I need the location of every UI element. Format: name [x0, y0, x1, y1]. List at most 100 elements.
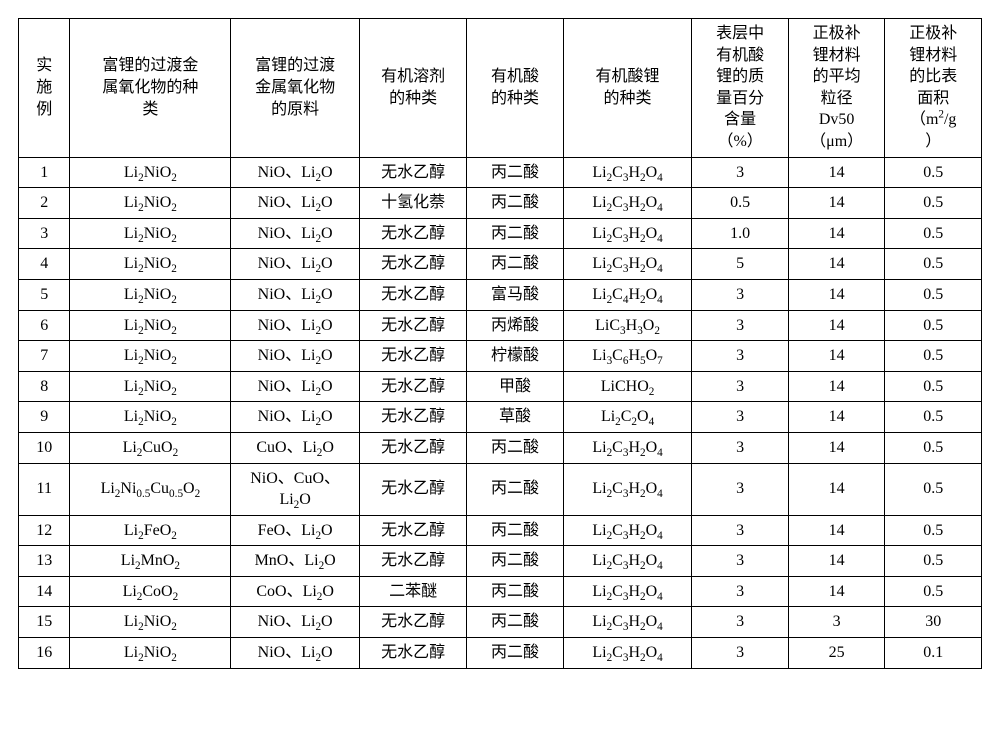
cell-oxide_raw: NiO、Li2O: [231, 638, 360, 669]
cell-example_no: 16: [19, 638, 70, 669]
cell-oxide_raw: NiO、Li2O: [231, 188, 360, 219]
cell-surface_pct: 3: [692, 432, 789, 463]
cell-dv50: 14: [788, 402, 885, 433]
cell-solvent: 无水乙醇: [359, 432, 466, 463]
table-row: 2Li2NiO2NiO、Li2O十氢化萘丙二酸Li2C3H2O40.5140.5: [19, 188, 982, 219]
cell-acid: 草酸: [467, 402, 564, 433]
col-header-ssa: 正极补锂材料的比表面积（m2/g）: [885, 19, 982, 158]
cell-li_salt: Li2C3H2O4: [563, 432, 692, 463]
cell-solvent: 无水乙醇: [359, 638, 466, 669]
cell-solvent: 无水乙醇: [359, 546, 466, 577]
cell-example_no: 11: [19, 463, 70, 515]
cell-oxide_type: Li2MnO2: [70, 546, 231, 577]
cell-solvent: 无水乙醇: [359, 218, 466, 249]
cell-ssa: 0.5: [885, 157, 982, 188]
cell-acid: 丙二酸: [467, 218, 564, 249]
cell-li_salt: Li2C3H2O4: [563, 515, 692, 546]
cell-oxide_type: Li2NiO2: [70, 607, 231, 638]
cell-acid: 丙二酸: [467, 249, 564, 280]
cell-example_no: 2: [19, 188, 70, 219]
cell-acid: 甲酸: [467, 371, 564, 402]
cell-oxide_raw: NiO、Li2O: [231, 279, 360, 310]
cell-example_no: 3: [19, 218, 70, 249]
cell-ssa: 0.5: [885, 371, 982, 402]
cell-surface_pct: 3: [692, 638, 789, 669]
cell-oxide_raw: MnO、Li2O: [231, 546, 360, 577]
cell-surface_pct: 3: [692, 515, 789, 546]
cell-oxide_type: Li2NiO2: [70, 218, 231, 249]
cell-oxide_raw: NiO、Li2O: [231, 607, 360, 638]
cell-ssa: 0.5: [885, 463, 982, 515]
cell-li_salt: Li2C3H2O4: [563, 546, 692, 577]
col-header-oxide_raw: 富锂的过渡金属氧化物的原料: [231, 19, 360, 158]
cell-oxide_type: Li2CuO2: [70, 432, 231, 463]
col-header-example_no: 实施例: [19, 19, 70, 158]
cell-ssa: 0.5: [885, 432, 982, 463]
cell-li_salt: Li2C3H2O4: [563, 157, 692, 188]
cell-solvent: 无水乙醇: [359, 371, 466, 402]
cell-surface_pct: 3: [692, 371, 789, 402]
cell-oxide_type: Li2NiO2: [70, 157, 231, 188]
cell-solvent: 二苯醚: [359, 576, 466, 607]
cell-example_no: 9: [19, 402, 70, 433]
cell-ssa: 0.5: [885, 188, 982, 219]
cell-example_no: 4: [19, 249, 70, 280]
cell-oxide_type: Li2FeO2: [70, 515, 231, 546]
cell-oxide_raw: NiO、Li2O: [231, 402, 360, 433]
cell-li_salt: Li2C2O4: [563, 402, 692, 433]
table-row: 13Li2MnO2MnO、Li2O无水乙醇丙二酸Li2C3H2O43140.5: [19, 546, 982, 577]
cell-oxide_type: Li2NiO2: [70, 249, 231, 280]
cell-dv50: 14: [788, 249, 885, 280]
cell-oxide_raw: NiO、Li2O: [231, 218, 360, 249]
table-body: 1Li2NiO2NiO、Li2O无水乙醇丙二酸Li2C3H2O43140.52L…: [19, 157, 982, 668]
cell-solvent: 十氢化萘: [359, 188, 466, 219]
table-row: 6Li2NiO2NiO、Li2O无水乙醇丙烯酸LiC3H3O23140.5: [19, 310, 982, 341]
table-row: 14Li2CoO2CoO、Li2O二苯醚丙二酸Li2C3H2O43140.5: [19, 576, 982, 607]
cell-ssa: 0.5: [885, 341, 982, 372]
cell-oxide_type: Li2CoO2: [70, 576, 231, 607]
cell-dv50: 14: [788, 341, 885, 372]
cell-oxide_raw: NiO、Li2O: [231, 157, 360, 188]
cell-example_no: 6: [19, 310, 70, 341]
cell-example_no: 8: [19, 371, 70, 402]
cell-li_salt: Li2C3H2O4: [563, 607, 692, 638]
cell-solvent: 无水乙醇: [359, 157, 466, 188]
cell-example_no: 5: [19, 279, 70, 310]
cell-acid: 丙二酸: [467, 515, 564, 546]
cell-oxide_raw: NiO、Li2O: [231, 249, 360, 280]
table-row: 1Li2NiO2NiO、Li2O无水乙醇丙二酸Li2C3H2O43140.5: [19, 157, 982, 188]
cell-surface_pct: 3: [692, 576, 789, 607]
col-header-solvent: 有机溶剂的种类: [359, 19, 466, 158]
cell-surface_pct: 3: [692, 157, 789, 188]
cell-acid: 丙二酸: [467, 188, 564, 219]
cell-oxide_raw: FeO、Li2O: [231, 515, 360, 546]
cell-acid: 丙二酸: [467, 546, 564, 577]
cell-li_salt: Li2C3H2O4: [563, 218, 692, 249]
cell-surface_pct: 3: [692, 310, 789, 341]
cell-li_salt: LiC3H3O2: [563, 310, 692, 341]
cell-solvent: 无水乙醇: [359, 249, 466, 280]
cell-surface_pct: 3: [692, 279, 789, 310]
cell-dv50: 14: [788, 463, 885, 515]
table-row: 9Li2NiO2NiO、Li2O无水乙醇草酸Li2C2O43140.5: [19, 402, 982, 433]
cell-acid: 丙二酸: [467, 432, 564, 463]
cell-oxide_type: Li2NiO2: [70, 279, 231, 310]
table-row: 16Li2NiO2NiO、Li2O无水乙醇丙二酸Li2C3H2O43250.1: [19, 638, 982, 669]
table-row: 8Li2NiO2NiO、Li2O无水乙醇甲酸LiCHO23140.5: [19, 371, 982, 402]
cell-li_salt: Li2C3H2O4: [563, 249, 692, 280]
cell-li_salt: Li2C3H2O4: [563, 638, 692, 669]
cell-dv50: 3: [788, 607, 885, 638]
cell-ssa: 0.5: [885, 515, 982, 546]
cell-surface_pct: 3: [692, 546, 789, 577]
col-header-oxide_type: 富锂的过渡金属氧化物的种类: [70, 19, 231, 158]
cell-surface_pct: 1.0: [692, 218, 789, 249]
cell-example_no: 1: [19, 157, 70, 188]
cell-li_salt: LiCHO2: [563, 371, 692, 402]
cell-acid: 丙二酸: [467, 607, 564, 638]
table-row: 10Li2CuO2CuO、Li2O无水乙醇丙二酸Li2C3H2O43140.5: [19, 432, 982, 463]
cell-li_salt: Li2C3H2O4: [563, 188, 692, 219]
cell-solvent: 无水乙醇: [359, 515, 466, 546]
cell-oxide_raw: CuO、Li2O: [231, 432, 360, 463]
cell-oxide_raw: NiO、Li2O: [231, 341, 360, 372]
cell-solvent: 无水乙醇: [359, 279, 466, 310]
